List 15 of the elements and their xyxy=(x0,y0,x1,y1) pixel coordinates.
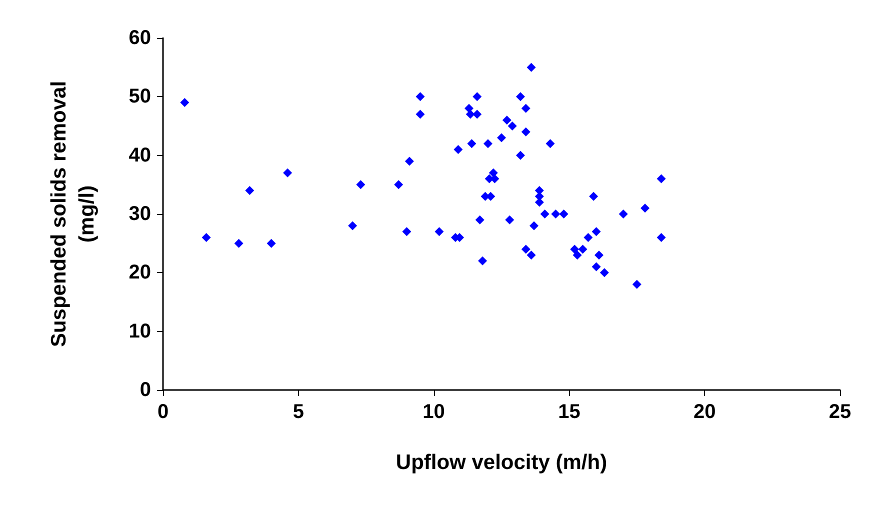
y-tick-label: 0 xyxy=(140,379,151,401)
x-tick-label: 0 xyxy=(157,401,169,423)
x-tick-label: 10 xyxy=(422,401,445,423)
y-tick-label: 20 xyxy=(128,262,151,284)
x-tick-label: 5 xyxy=(292,401,304,423)
y-tick-label: 60 xyxy=(128,27,151,49)
x-tick-label: 25 xyxy=(828,401,852,423)
y-tick-label: 50 xyxy=(128,86,151,108)
y-tick-label: 10 xyxy=(128,320,151,342)
y-axis-title: Suspended solids removal (mg/l) xyxy=(48,80,98,348)
y-tick-label: 40 xyxy=(128,144,151,166)
x-tick-label: 15 xyxy=(558,401,580,423)
y-tick-label: 30 xyxy=(128,203,151,225)
x-tick-label: 20 xyxy=(693,401,716,423)
x-axis-title: Upflow velocity (m/h) xyxy=(396,451,608,474)
